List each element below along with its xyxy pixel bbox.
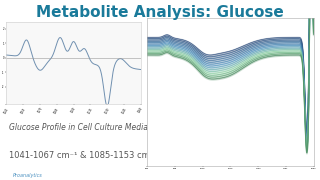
Text: Glucose Profile in Cell Culture Media: Glucose Profile in Cell Culture Media: [9, 123, 148, 132]
Text: Metabolite Analysis: Glucose: Metabolite Analysis: Glucose: [36, 5, 284, 20]
Text: Proanalytics: Proanalytics: [13, 173, 43, 178]
Text: 1041-1067 cm⁻¹ & 1085-1153 cm⁻¹: 1041-1067 cm⁻¹ & 1085-1153 cm⁻¹: [9, 151, 158, 160]
